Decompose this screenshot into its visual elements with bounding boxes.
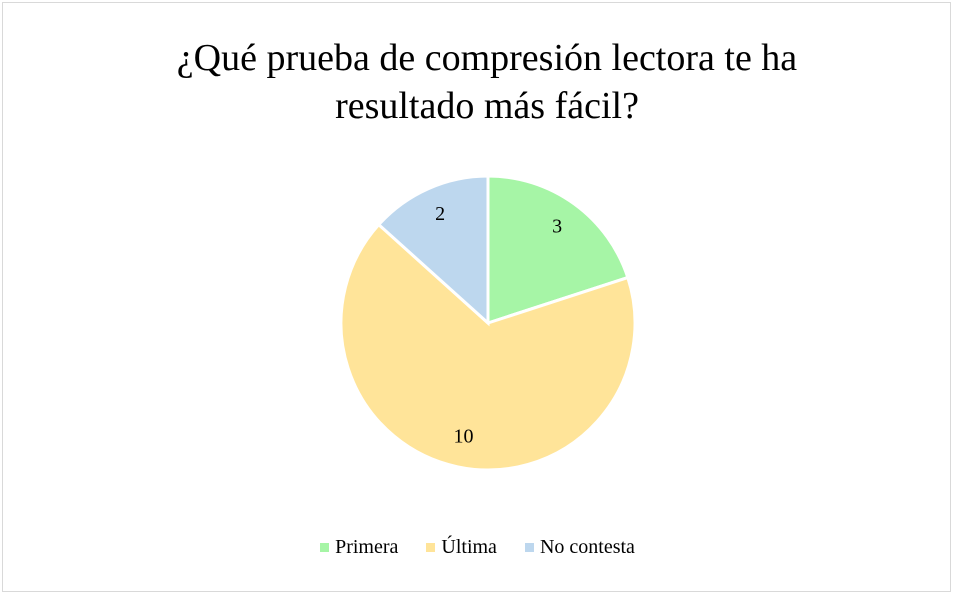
legend-item: No contesta — [524, 536, 635, 559]
legend-item: Primera — [320, 536, 398, 559]
legend-label: No contesta — [539, 536, 635, 558]
legend-swatch — [426, 543, 436, 552]
data-label: 2 — [435, 203, 445, 225]
legend-item: Última — [426, 536, 497, 559]
data-label: 3 — [552, 215, 562, 237]
pie-slice — [339, 222, 637, 472]
chart: 3 10 2 — [339, 174, 637, 472]
chart-title: ¿Qué prueba de compresión lectora te ha … — [176, 37, 798, 127]
legend: Primera Última No contesta — [0, 536, 955, 559]
legend-label: Primera — [335, 536, 399, 558]
legend-label: Última — [441, 536, 497, 558]
pie-slice — [376, 174, 490, 327]
pie-slice — [486, 174, 630, 326]
legend-swatch — [320, 543, 330, 552]
data-label: 10 — [454, 426, 474, 448]
legend-swatch — [524, 543, 534, 552]
